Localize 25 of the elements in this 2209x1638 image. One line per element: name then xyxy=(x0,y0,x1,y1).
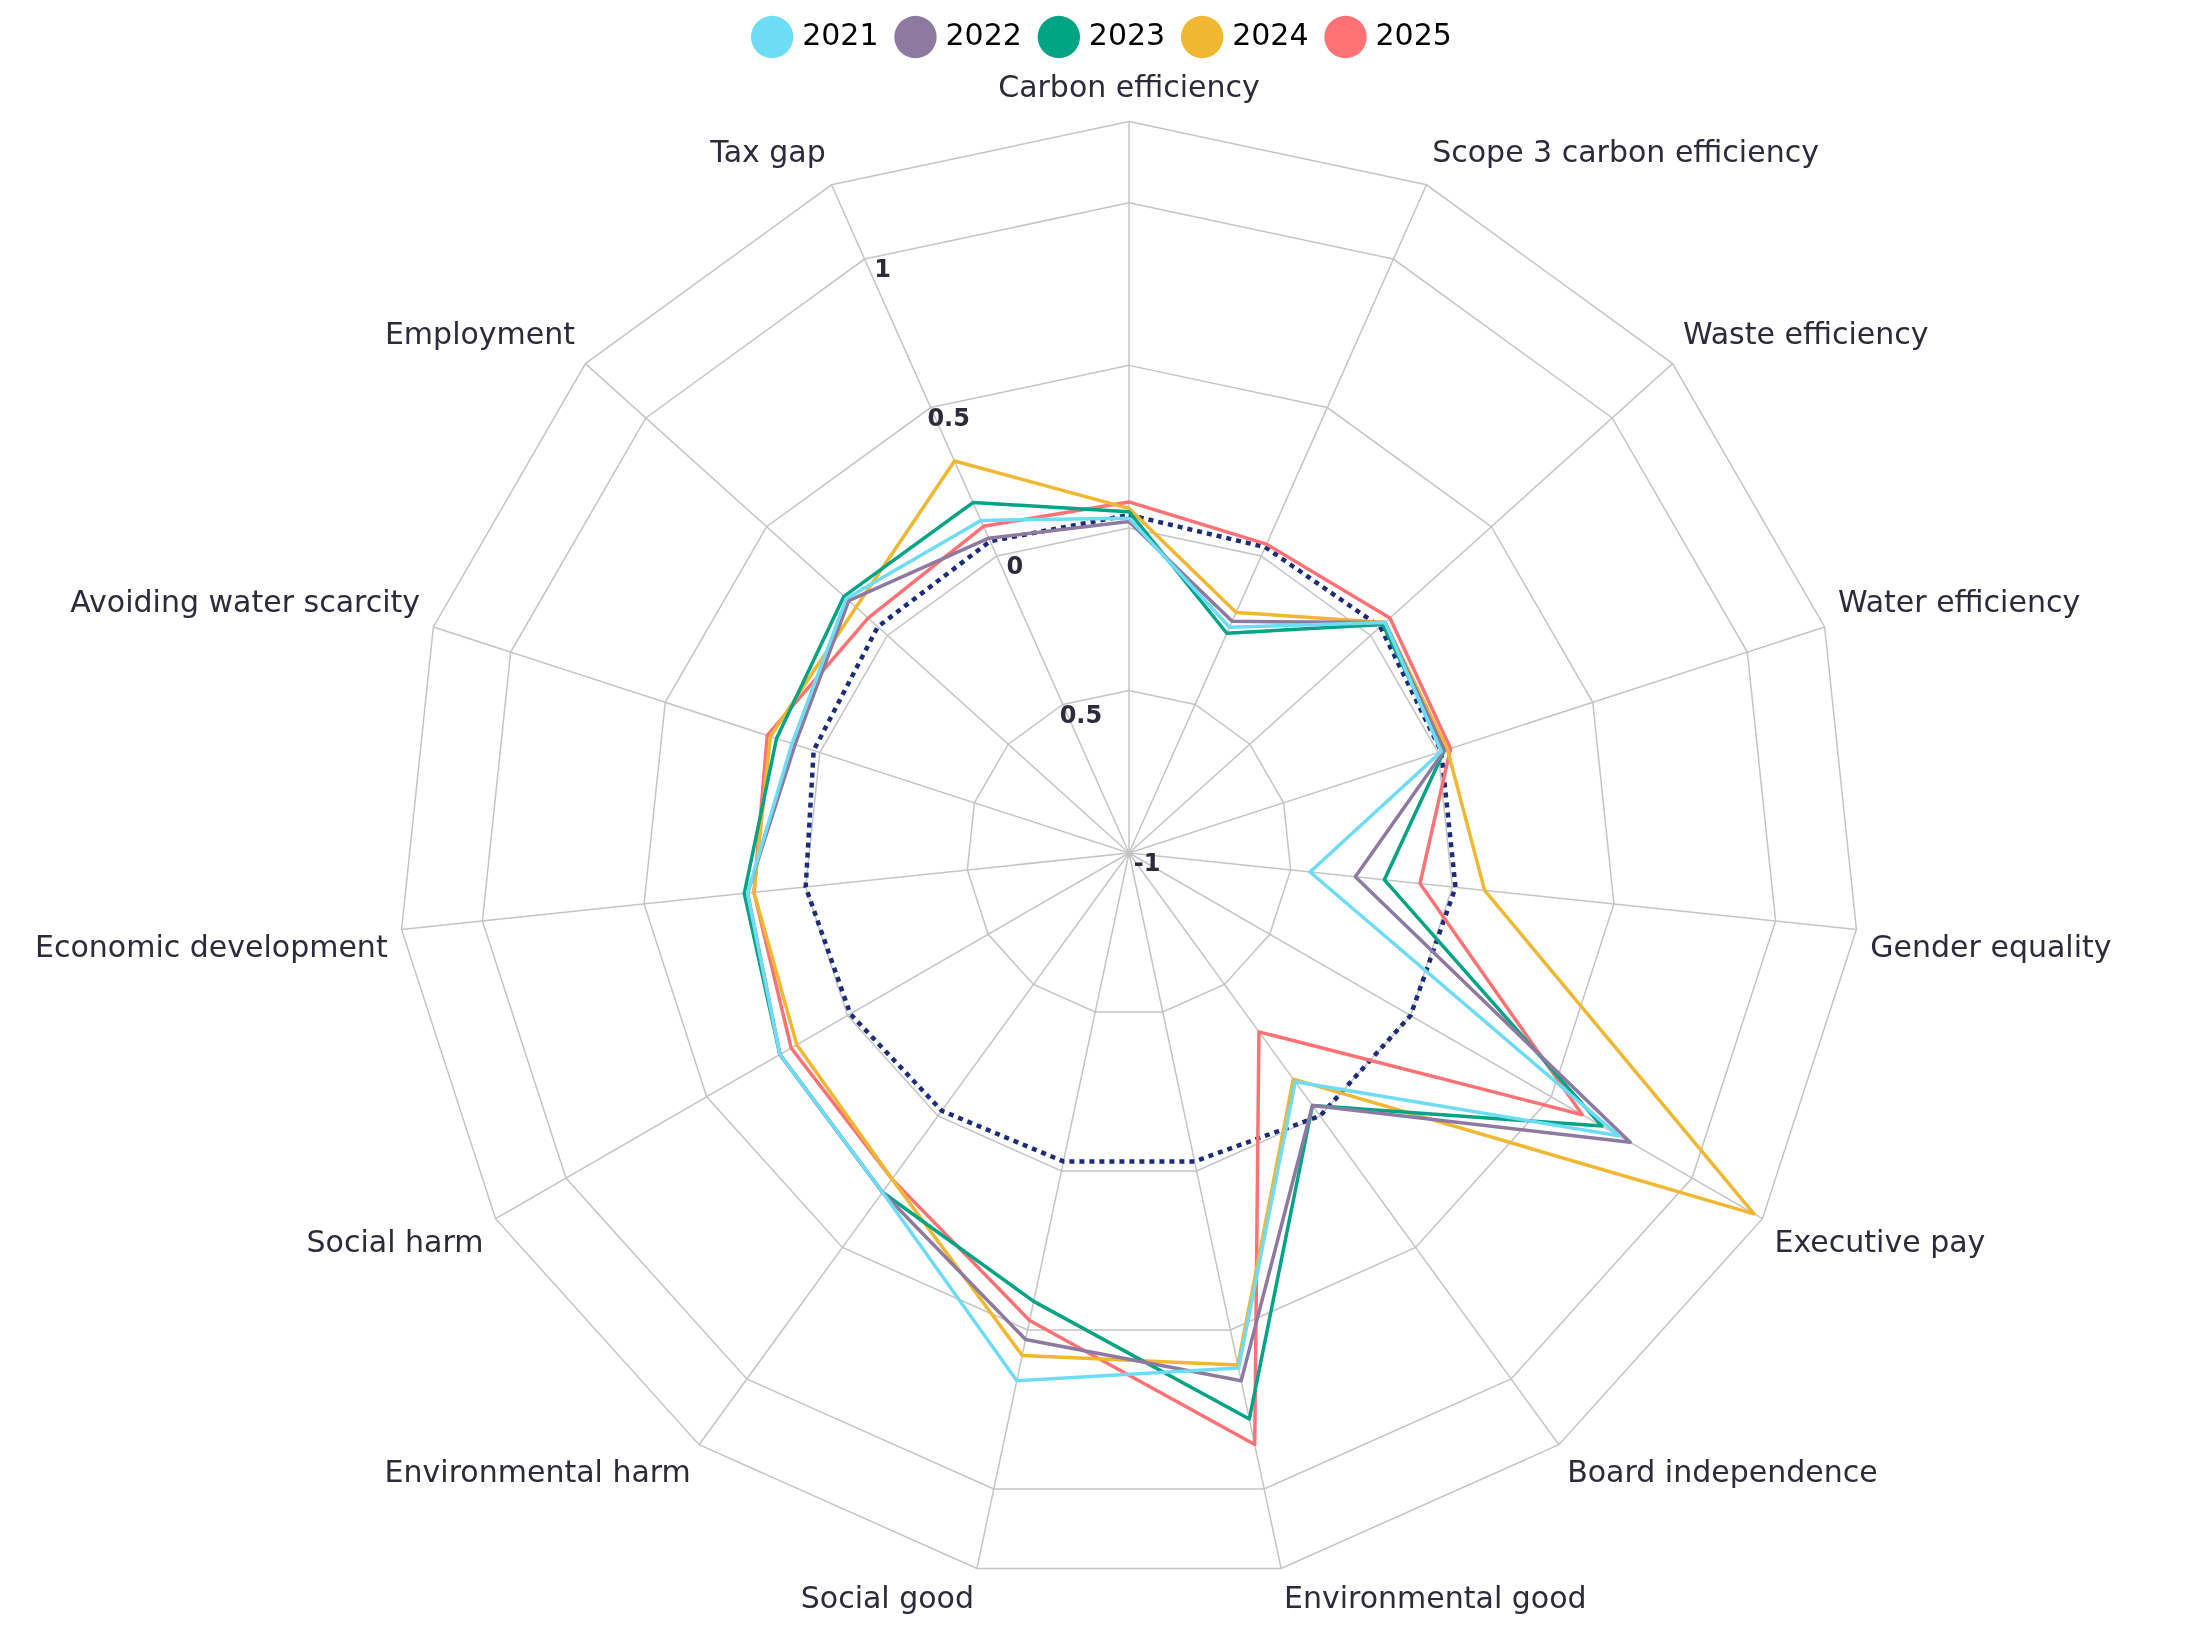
spoke-label: Environmental good xyxy=(1283,1579,1587,1615)
spoke-label: Waste efficiency xyxy=(1682,316,1929,352)
spoke-label: Avoiding water scarcity xyxy=(70,584,421,620)
spoke-label: Social good xyxy=(800,1579,975,1615)
legend-label: 2021 xyxy=(802,16,879,52)
spoke-label: Economic development xyxy=(34,928,388,964)
spoke-label: Tax gap xyxy=(709,133,826,169)
spoke-label: Executive pay xyxy=(1774,1223,1986,1259)
spoke-label: Board independence xyxy=(1567,1453,1878,1489)
y-tick-label: 0 xyxy=(1006,552,1024,581)
legend-label: 2024 xyxy=(1232,16,1309,52)
legend-label: 2022 xyxy=(945,16,1022,52)
spoke-label: Scope 3 carbon efficiency xyxy=(1432,133,1819,169)
spoke-label: Carbon efficiency xyxy=(998,69,1260,105)
y-tick-label: 1 xyxy=(874,255,891,284)
legend-label: 2023 xyxy=(1088,16,1166,52)
spoke-label: Gender equality xyxy=(1870,928,2112,964)
legend-label: 2025 xyxy=(1375,16,1452,52)
spoke-label: Water efficiency xyxy=(1837,584,2081,620)
y-tick-label: 0.5 xyxy=(1059,700,1103,729)
y-tick-label: 0.5 xyxy=(927,403,970,432)
spoke-label: Environmental harm xyxy=(384,1453,691,1489)
y-tick-label: -1 xyxy=(1133,849,1161,878)
spoke-label: Social harm xyxy=(306,1223,484,1259)
spoke-label: Employment xyxy=(384,316,576,352)
